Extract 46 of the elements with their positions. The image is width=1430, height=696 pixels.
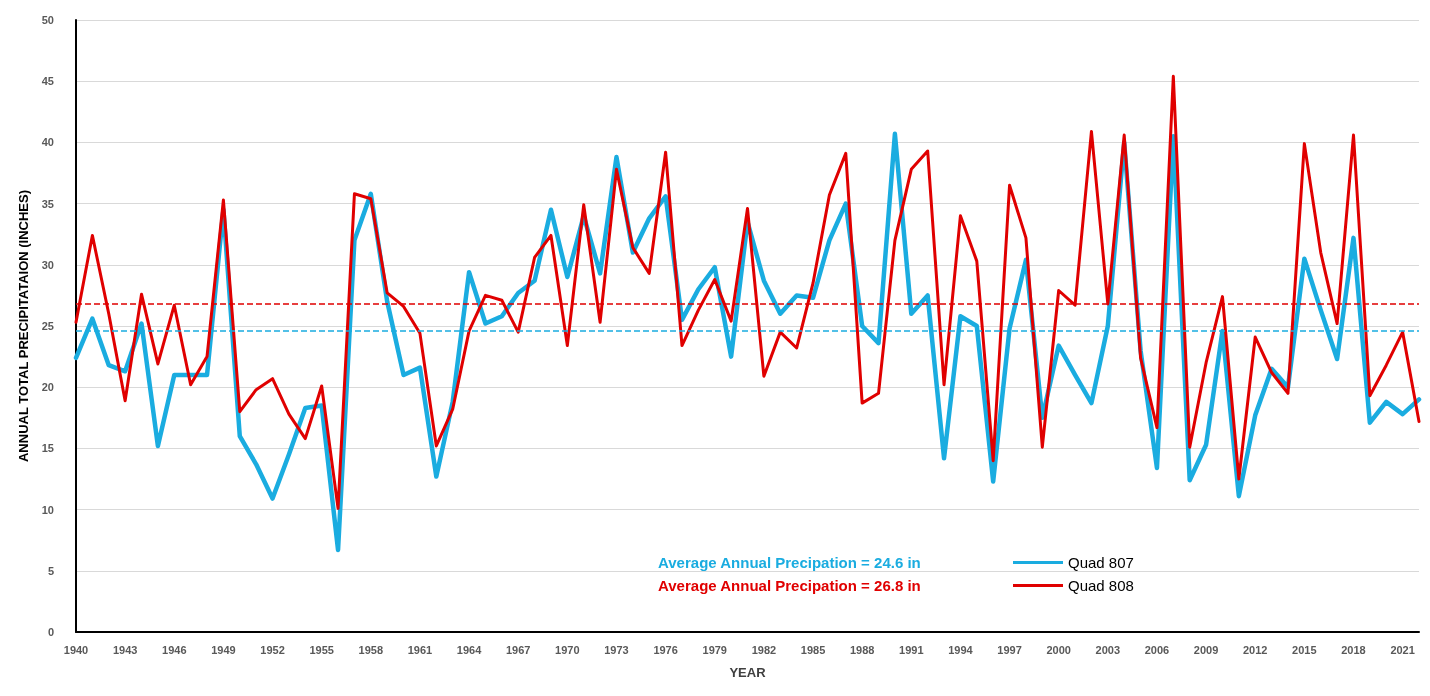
x-tick-label: 1973 xyxy=(604,643,629,656)
x-tick-label: 1997 xyxy=(997,643,1022,656)
x-tick-label: 2015 xyxy=(1292,643,1317,656)
x-tick-label: 1994 xyxy=(948,643,974,656)
x-tick-label: 2012 xyxy=(1242,643,1268,656)
x-tick-label: 1964 xyxy=(456,643,483,656)
ref-line-label: Average Annual Precipation = 26.8 in xyxy=(658,577,921,594)
x-tick-label: 1970 xyxy=(555,643,580,656)
y-axis-title: ANNUAL TOTAL PRECIPITATAION (INCHES) xyxy=(16,189,31,463)
x-tick-label: 2021 xyxy=(1390,643,1415,656)
x-tick-label: 1943 xyxy=(112,643,138,656)
x-tick-label: 1955 xyxy=(309,643,334,656)
x-tick-label: 1988 xyxy=(849,643,875,656)
x-tick-label: 1976 xyxy=(653,643,678,656)
x-tick-label: 1949 xyxy=(211,643,236,656)
y-tick-label: 20 xyxy=(41,381,54,394)
x-axis-title: YEAR xyxy=(729,665,767,680)
x-tick-label: 1982 xyxy=(751,643,777,656)
ref-line-label: Average Annual Precipation = 24.6 in xyxy=(658,554,921,571)
x-tick-label: 2018 xyxy=(1341,643,1366,656)
x-tick-label: 1961 xyxy=(407,643,433,656)
legend-label: Quad 808 xyxy=(1068,577,1134,594)
y-tick-label: 45 xyxy=(41,75,54,88)
y-tick-label: 25 xyxy=(41,320,54,332)
x-tick-label: 1967 xyxy=(505,643,531,656)
line-series xyxy=(74,74,1421,510)
x-tick-label: 2003 xyxy=(1095,643,1121,656)
y-tick-label: 15 xyxy=(41,442,54,455)
y-tick-label: 5 xyxy=(47,564,54,577)
y-tick-label: 10 xyxy=(41,503,54,516)
x-tick-label: 1958 xyxy=(358,643,384,656)
x-tick-label: 1946 xyxy=(162,643,187,656)
legend-label: Quad 807 xyxy=(1068,554,1134,571)
x-tick-label: 2009 xyxy=(1193,643,1219,656)
y-tick-label: 0 xyxy=(47,626,54,638)
x-tick-label: 2000 xyxy=(1046,643,1071,656)
x-tick-label: 1979 xyxy=(702,643,727,656)
x-tick-label: 2006 xyxy=(1144,643,1170,656)
x-tick-label: 1991 xyxy=(899,643,924,656)
y-tick-label: 30 xyxy=(41,258,54,271)
y-tick-label: 40 xyxy=(41,136,54,149)
x-tick-label: 1940 xyxy=(63,643,89,656)
y-tick-label: 35 xyxy=(41,197,54,210)
x-tick-label: 1985 xyxy=(800,643,826,656)
y-tick-label: 50 xyxy=(41,14,54,26)
x-tick-label: 1952 xyxy=(260,643,285,656)
